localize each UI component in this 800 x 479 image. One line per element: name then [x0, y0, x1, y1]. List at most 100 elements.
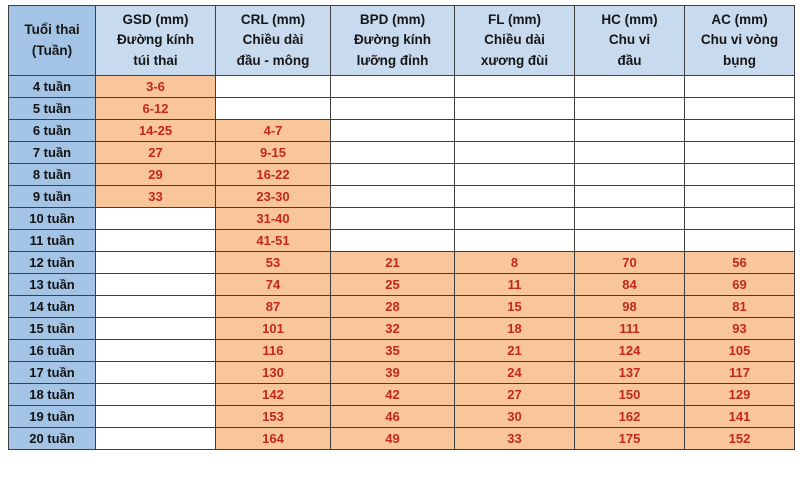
value-cell	[330, 207, 455, 230]
header-measure-column: AC (mm) Chu vi vòng bụng	[684, 5, 795, 76]
value-cell: 101	[215, 317, 331, 340]
table-row: 14 tuần 87 28 15 98 81	[8, 295, 795, 318]
value-cell: 33	[454, 427, 575, 450]
age-cell: 14 tuần	[8, 295, 96, 318]
table-row: 11 tuần 41-51	[8, 229, 795, 252]
age-cell: 15 tuần	[8, 317, 96, 340]
value-cell	[95, 229, 216, 252]
value-cell: 98	[574, 295, 685, 318]
value-cell: 14-25	[95, 119, 216, 142]
table-row: 18 tuần 142 42 27 150 129	[8, 383, 795, 406]
header-measure-column: HC (mm) Chu vi đầu	[574, 5, 685, 76]
value-cell: 28	[330, 295, 455, 318]
age-cell: 7 tuần	[8, 141, 96, 164]
value-cell	[574, 97, 685, 120]
table-row: 8 tuần 29 16-22	[8, 163, 795, 186]
value-cell	[574, 185, 685, 208]
age-cell: 17 tuần	[8, 361, 96, 384]
table-row: 16 tuần 116 35 21 124 105	[8, 339, 795, 362]
value-cell	[95, 295, 216, 318]
value-cell	[95, 405, 216, 428]
table-row: 9 tuần 33 23-30	[8, 185, 795, 208]
value-cell: 137	[574, 361, 685, 384]
value-cell	[95, 273, 216, 296]
table-row: 17 tuần 130 39 24 137 117	[8, 361, 795, 384]
value-cell: 24	[454, 361, 575, 384]
value-cell	[454, 163, 575, 186]
age-cell: 10 tuần	[8, 207, 96, 230]
value-cell	[95, 317, 216, 340]
value-cell	[215, 75, 331, 98]
value-cell	[454, 185, 575, 208]
value-cell: 142	[215, 383, 331, 406]
age-cell: 11 tuần	[8, 229, 96, 252]
value-cell	[330, 97, 455, 120]
value-cell	[574, 229, 685, 252]
value-cell: 74	[215, 273, 331, 296]
value-cell: 53	[215, 251, 331, 274]
value-cell	[684, 207, 795, 230]
table-row: 20 tuần 164 49 33 175 152	[8, 427, 795, 450]
value-cell: 130	[215, 361, 331, 384]
value-cell: 111	[574, 317, 685, 340]
value-cell	[215, 97, 331, 120]
table-row: 13 tuần 74 25 11 84 69	[8, 273, 795, 296]
value-cell: 84	[574, 273, 685, 296]
value-cell: 31-40	[215, 207, 331, 230]
value-cell: 175	[574, 427, 685, 450]
table-row: 4 tuần 3-6	[8, 75, 795, 98]
age-cell: 6 tuần	[8, 119, 96, 142]
value-cell: 162	[574, 405, 685, 428]
value-cell	[454, 97, 575, 120]
value-cell	[330, 163, 455, 186]
value-cell: 153	[215, 405, 331, 428]
table-row: 6 tuần 14-25 4-7	[8, 119, 795, 142]
value-cell: 129	[684, 383, 795, 406]
value-cell	[574, 141, 685, 164]
value-cell: 141	[684, 405, 795, 428]
age-cell: 16 tuần	[8, 339, 96, 362]
value-cell: 46	[330, 405, 455, 428]
value-cell: 87	[215, 295, 331, 318]
table-row: 5 tuần 6-12	[8, 97, 795, 120]
value-cell	[684, 141, 795, 164]
value-cell	[684, 119, 795, 142]
value-cell: 11	[454, 273, 575, 296]
age-cell: 12 tuần	[8, 251, 96, 274]
value-cell	[454, 207, 575, 230]
table-body: 4 tuần 3-6 5 tuần 6-12 6 tuần 14-25 4-7 7 tuần 2…	[8, 75, 795, 450]
table-row: 19 tuần 153 46 30 162 141	[8, 405, 795, 428]
value-cell	[454, 75, 575, 98]
value-cell: 15	[454, 295, 575, 318]
value-cell	[95, 427, 216, 450]
value-cell: 29	[95, 163, 216, 186]
age-cell: 9 tuần	[8, 185, 96, 208]
value-cell	[330, 141, 455, 164]
age-cell: 8 tuần	[8, 163, 96, 186]
value-cell: 18	[454, 317, 575, 340]
value-cell: 33	[95, 185, 216, 208]
value-cell	[574, 163, 685, 186]
value-cell: 69	[684, 273, 795, 296]
value-cell	[95, 339, 216, 362]
value-cell	[330, 229, 455, 252]
table-row: 10 tuần 31-40	[8, 207, 795, 230]
value-cell: 152	[684, 427, 795, 450]
header-measure-column: BPD (mm) Đường kính lưỡng đỉnh	[330, 5, 455, 76]
header-measure-column: FL (mm) Chiều dài xương đùi	[454, 5, 575, 76]
value-cell	[684, 97, 795, 120]
age-cell: 5 tuần	[8, 97, 96, 120]
value-cell: 41-51	[215, 229, 331, 252]
value-cell	[574, 207, 685, 230]
value-cell: 116	[215, 339, 331, 362]
table-row: 12 tuần 53 21 8 70 56	[8, 251, 795, 274]
value-cell	[684, 75, 795, 98]
value-cell: 27	[454, 383, 575, 406]
table-row: 7 tuần 27 9-15	[8, 141, 795, 164]
header-row: Tuổi thai (Tuần) GSD (mm) Đường kính túi …	[8, 5, 795, 76]
value-cell	[574, 75, 685, 98]
age-cell: 19 tuần	[8, 405, 96, 428]
value-cell: 56	[684, 251, 795, 274]
value-cell	[684, 185, 795, 208]
value-cell	[330, 119, 455, 142]
